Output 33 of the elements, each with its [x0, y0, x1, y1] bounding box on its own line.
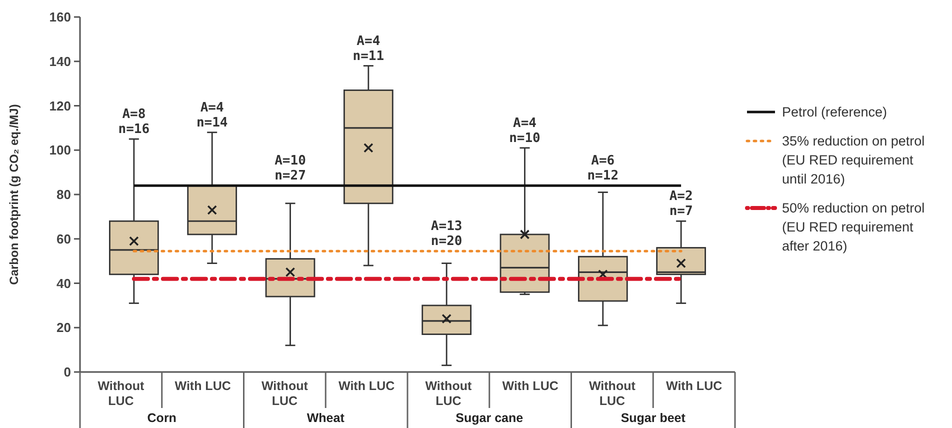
text: Sugar cane — [456, 411, 524, 425]
legend-label: Petrol (reference) — [782, 104, 888, 120]
x-tick-label: Without LUC — [425, 379, 472, 408]
annotation: A=2 n=7 — [669, 189, 693, 220]
y-tick-label: 20 — [56, 320, 71, 336]
annotation: A=10 n=27 — [274, 154, 306, 184]
text: Sugar beet — [620, 411, 686, 425]
text: Wheat — [306, 411, 346, 425]
y-tick-label: 120 — [49, 98, 71, 114]
y-tick-label: 160 — [49, 10, 71, 25]
y-tick-label: 140 — [49, 54, 71, 69]
annotation: A=4 n=10 — [509, 116, 541, 146]
x-tick-label: Without LUC — [98, 379, 145, 408]
x-tick-label: With LUC — [174, 379, 231, 393]
annotation: A=4 n=14 — [196, 100, 228, 130]
y-tick-label: 40 — [56, 276, 71, 291]
y-axis-title: Carbon footprint (g CO₂ eq./MJ) — [7, 104, 21, 285]
x-tick-label: Without LUC — [588, 379, 636, 408]
text: Corn — [147, 411, 176, 425]
legend-label: 35% reduction on petrol (EU RED requirement until 2016) — [782, 134, 925, 187]
legend-label: 50% reduction on petrol (EU RED requirement after 2016) — [782, 200, 925, 254]
annotation: A=4 n=11 — [352, 34, 384, 64]
x-tick-label: With LUC — [338, 379, 395, 393]
annotation: A=6 n=12 — [587, 154, 619, 184]
y-tick-label: 60 — [56, 231, 71, 246]
x-tick-label: With LUC — [666, 379, 722, 393]
annotation: A=13 n=20 — [430, 219, 462, 250]
x-tick-label: With LUC — [502, 379, 558, 393]
y-tick-label: 100 — [49, 142, 71, 158]
annotation: A=8 n=16 — [118, 107, 150, 138]
x-tick-label: Without LUC — [261, 379, 309, 408]
y-tick-label: 80 — [56, 187, 71, 202]
y-tick-label: 0 — [64, 364, 71, 380]
